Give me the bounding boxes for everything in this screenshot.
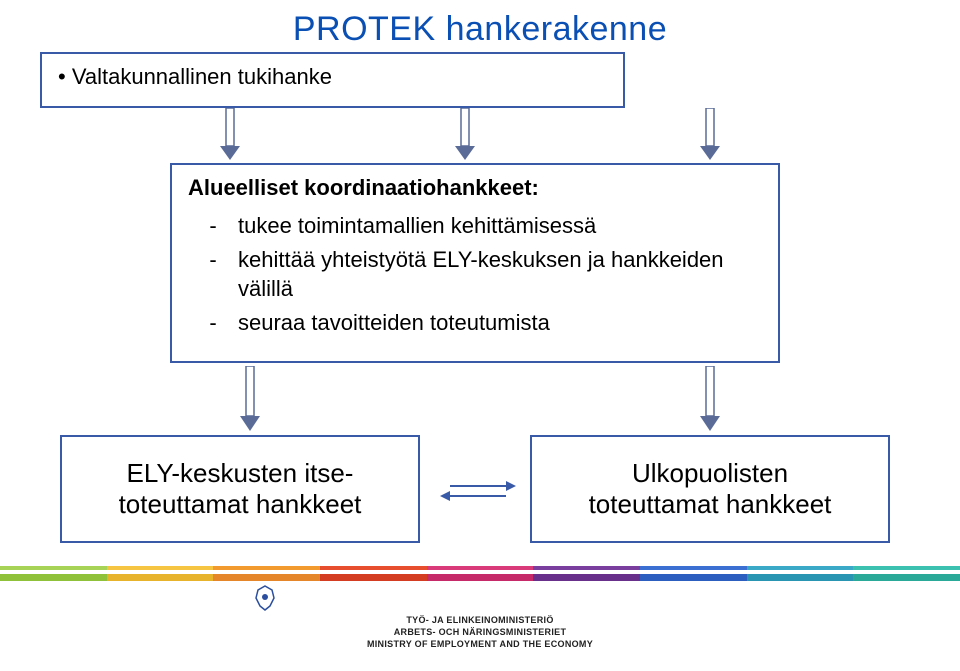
arrow-top-left (220, 108, 240, 160)
mid-box-item-text: seuraa tavoitteiden toteutumista (238, 308, 762, 338)
ministry-line2: ARBETS- OCH NÄRINGSMINISTERIET (300, 626, 660, 638)
lion-emblem-icon (250, 584, 280, 619)
arrow-bottom-left (240, 366, 260, 431)
bottom-right-line1: Ulkopuolisten (548, 458, 872, 489)
top-box: • Valtakunnallinen tukihanke (40, 52, 625, 108)
bottom-left-box: ELY-keskusten itse- toteuttamat hankkeet (60, 435, 420, 543)
double-arrow-icon (438, 478, 518, 504)
bullet-dash: - (188, 245, 238, 304)
bottom-left-line2: toteuttamat hankkeet (78, 489, 402, 520)
mid-box: Alueelliset koordinaatiohankkeet: - tuke… (170, 163, 780, 363)
top-box-bullet: • Valtakunnallinen tukihanke (58, 64, 607, 90)
diagram-page: PROTEK hankerakenne • Valtakunnallinen t… (0, 0, 960, 671)
mid-box-heading: Alueelliset koordinaatiohankkeet: (188, 175, 762, 201)
mid-box-item: - tukee toimintamallien kehittämisessä (188, 211, 762, 241)
ministry-text: TYÖ- JA ELINKEINOMINISTERIÖ ARBETS- OCH … (300, 614, 660, 650)
ministry-line3: MINISTRY OF EMPLOYMENT AND THE ECONOMY (300, 638, 660, 650)
top-box-text: Valtakunnallinen tukihanke (72, 64, 332, 89)
bottom-left-line1: ELY-keskusten itse- (78, 458, 402, 489)
arrow-top-right (700, 108, 720, 160)
mid-box-item: - kehittää yhteistyötä ELY-keskuksen ja … (188, 245, 762, 304)
bullet-dash: - (188, 308, 238, 338)
mid-box-item-text: kehittää yhteistyötä ELY-keskuksen ja ha… (238, 245, 762, 304)
arrow-bottom-right (700, 366, 720, 431)
mid-box-item-text: tukee toimintamallien kehittämisessä (238, 211, 762, 241)
bottom-right-line2: toteuttamat hankkeet (548, 489, 872, 520)
arrow-top-mid (455, 108, 475, 160)
footer-bar-thick (0, 574, 960, 586)
bullet-dash: - (188, 211, 238, 241)
page-title: PROTEK hankerakenne (0, 10, 960, 49)
bottom-right-box: Ulkopuolisten toteuttamat hankkeet (530, 435, 890, 543)
mid-box-item: - seuraa tavoitteiden toteutumista (188, 308, 762, 338)
ministry-line1: TYÖ- JA ELINKEINOMINISTERIÖ (300, 614, 660, 626)
